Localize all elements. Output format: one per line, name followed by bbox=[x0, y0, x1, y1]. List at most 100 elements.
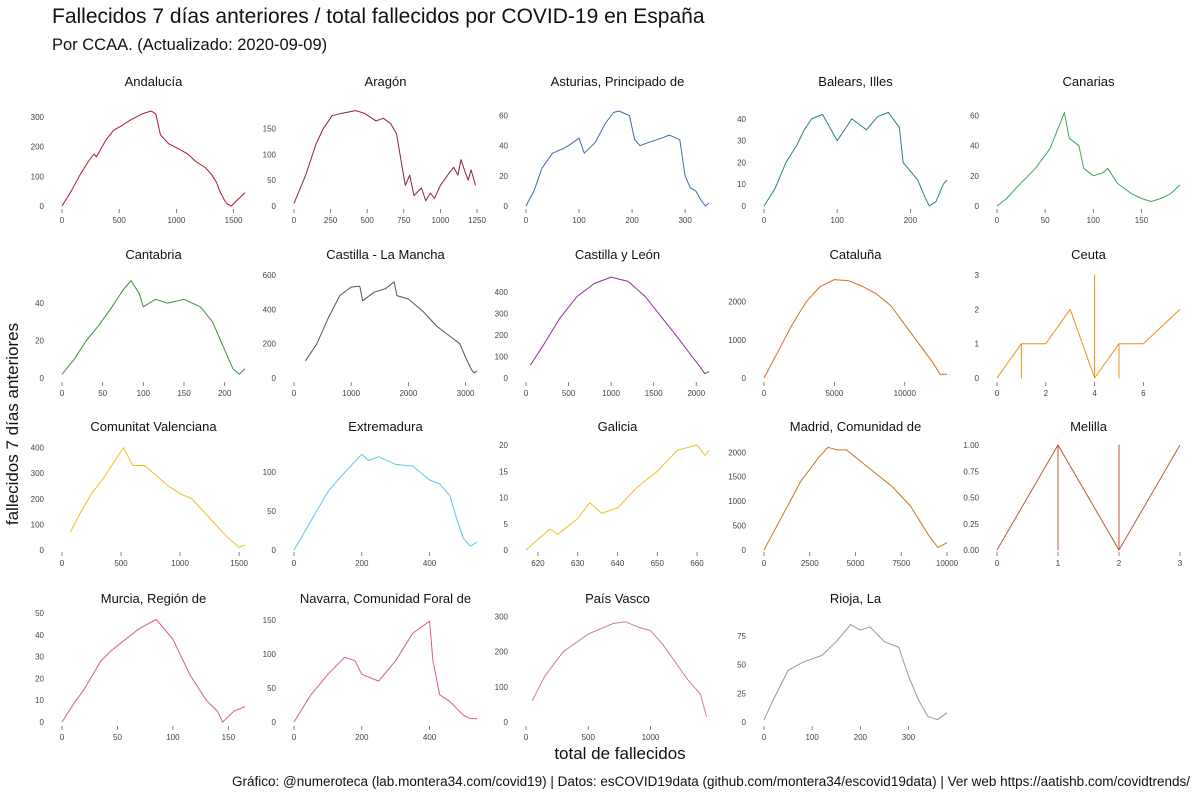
panel-canarias: Canarias 0 20 40 60 0 50 100 150 bbox=[970, 74, 1181, 225]
panel-title: País Vasco bbox=[585, 591, 650, 606]
y-tick-label: 2000 bbox=[728, 448, 746, 457]
y-tick-label: 0 bbox=[40, 718, 45, 727]
y-tick-label: 40 bbox=[737, 115, 746, 124]
x-tick-label: 200 bbox=[218, 389, 232, 398]
y-tick-label: 20 bbox=[737, 158, 746, 167]
y-tick-label: 0 bbox=[742, 546, 747, 555]
series-line bbox=[525, 444, 710, 551]
x-tick-label: 0 bbox=[60, 216, 65, 225]
series-line bbox=[61, 619, 246, 723]
series-line bbox=[763, 279, 947, 379]
x-tick-label: 1 bbox=[1056, 559, 1061, 568]
chart-subtitle: Por CCAA. (Actualizado: 2020-09-09) bbox=[52, 36, 328, 54]
y-tick-label: 400 bbox=[495, 288, 509, 297]
y-tick-label: 0 bbox=[40, 374, 45, 383]
y-tick-label: 30 bbox=[35, 653, 44, 662]
x-tick-label: 0 bbox=[524, 389, 529, 398]
panel-galicia: Galicia 0 5 10 15 20 620 630 640 650 660 bbox=[499, 419, 710, 568]
y-tick-label: 0 bbox=[742, 202, 747, 211]
y-tick-label: 25 bbox=[737, 689, 746, 698]
x-tick-label: 0 bbox=[524, 216, 529, 225]
y-tick-label: 15 bbox=[499, 467, 508, 476]
x-tick-label: 100 bbox=[572, 216, 586, 225]
x-tick-label: 640 bbox=[611, 559, 625, 568]
x-tick-label: 7500 bbox=[892, 559, 910, 568]
series-line bbox=[525, 110, 710, 207]
x-tick-label: 2000 bbox=[399, 389, 417, 398]
y-tick-label: 75 bbox=[737, 632, 746, 641]
panel-title: Navarra, Comunidad Foral de bbox=[300, 591, 471, 606]
x-tick-label: 0 bbox=[524, 733, 529, 742]
x-tick-label: 0 bbox=[762, 559, 767, 568]
x-tick-label: 1000 bbox=[432, 216, 450, 225]
panel-title: Rioja, La bbox=[830, 591, 882, 606]
x-tick-label: 2500 bbox=[801, 559, 819, 568]
x-tick-label: 300 bbox=[678, 216, 692, 225]
y-tick-label: 0 bbox=[742, 374, 747, 383]
series-line bbox=[61, 110, 246, 207]
x-tick-label: 650 bbox=[651, 559, 665, 568]
y-tick-label: 0 bbox=[40, 546, 45, 555]
y-tick-label: 10 bbox=[499, 494, 508, 503]
y-tick-label: 100 bbox=[31, 172, 45, 181]
x-axis-label: total de fallecidos bbox=[554, 744, 686, 763]
panel-andaluc-a: Andalucía 0 100 200 300 0 500 1000 1500 bbox=[31, 74, 246, 225]
series-line bbox=[763, 624, 948, 721]
y-tick-label: 200 bbox=[263, 340, 277, 349]
panel-castilla-la-mancha: Castilla - La Mancha 0 200 400 600 0 1000 2000 3… bbox=[263, 247, 478, 398]
y-tick-label: 1000 bbox=[728, 336, 746, 345]
y-tick-label: 1 bbox=[975, 340, 980, 349]
x-tick-label: 1500 bbox=[645, 389, 663, 398]
x-tick-label: 200 bbox=[854, 733, 868, 742]
y-tick-label: 300 bbox=[31, 469, 45, 478]
y-tick-label: 0 bbox=[975, 374, 980, 383]
x-tick-label: 50 bbox=[98, 389, 107, 398]
panel-murcia-regi-n-de: Murcia, Región de 0 10 20 30 40 50 0 50 100 150 bbox=[35, 591, 246, 742]
y-tick-label: 20 bbox=[35, 337, 44, 346]
x-tick-label: 10000 bbox=[894, 389, 917, 398]
panel-balears-illes: Balears, Illes 0 10 20 30 40 0 100 200 bbox=[737, 74, 948, 225]
y-tick-label: 50 bbox=[737, 661, 746, 670]
y-tick-label: 100 bbox=[495, 683, 509, 692]
panel-castilla-y-le-n: Castilla y León 0 100 200 300 400 0 500 1000 1500… bbox=[495, 247, 710, 398]
x-tick-label: 500 bbox=[361, 216, 375, 225]
y-tick-label: 0.50 bbox=[963, 494, 979, 503]
y-tick-label: 1.00 bbox=[963, 441, 979, 450]
y-tick-label: 150 bbox=[263, 125, 277, 134]
panel-melilla: Melilla 0.00 0.25 0.50 0.75 1.00 0 1 2 3 bbox=[963, 419, 1182, 568]
x-tick-label: 0 bbox=[292, 733, 297, 742]
panel-cantabria: Cantabria 0 20 40 0 50 100 150 200 bbox=[35, 247, 246, 398]
y-tick-label: 300 bbox=[495, 310, 509, 319]
panel-catalu-a: Cataluña 0 1000 2000 0 5000 10000 bbox=[728, 247, 947, 398]
x-tick-label: 500 bbox=[114, 559, 128, 568]
x-tick-label: 200 bbox=[355, 559, 369, 568]
series-line bbox=[293, 453, 478, 551]
series-line bbox=[531, 621, 707, 717]
series-line bbox=[763, 111, 948, 207]
x-tick-label: 0 bbox=[762, 389, 767, 398]
panel-title: Extremadura bbox=[348, 419, 423, 434]
y-tick-label: 300 bbox=[31, 113, 45, 122]
x-tick-label: 0 bbox=[995, 389, 1000, 398]
chart-caption: Gráfico: @numeroteca (lab.montera34.com/… bbox=[232, 774, 1190, 789]
y-tick-label: 0.25 bbox=[963, 520, 979, 529]
panel-asturias-principado-de: Asturias, Principado de 0 20 40 60 0 100 200 300 bbox=[499, 74, 710, 225]
x-tick-label: 1000 bbox=[171, 559, 189, 568]
y-tick-label: 20 bbox=[499, 441, 508, 450]
y-tick-label: 0 bbox=[272, 202, 277, 211]
y-tick-label: 20 bbox=[35, 674, 44, 683]
x-tick-label: 0 bbox=[762, 733, 767, 742]
series-line bbox=[69, 447, 246, 548]
y-tick-label: 0 bbox=[272, 374, 277, 383]
y-tick-label: 200 bbox=[31, 495, 45, 504]
y-tick-label: 30 bbox=[737, 137, 746, 146]
x-tick-label: 100 bbox=[137, 389, 151, 398]
x-tick-label: 0 bbox=[762, 216, 767, 225]
panel-pa-s-vasco: País Vasco 0 100 200 300 0 500 1000 bbox=[495, 591, 707, 742]
y-tick-label: 0 bbox=[504, 718, 509, 727]
x-tick-label: 50 bbox=[1041, 216, 1050, 225]
y-tick-label: 0 bbox=[272, 546, 277, 555]
x-tick-label: 200 bbox=[625, 216, 639, 225]
series-line bbox=[763, 446, 948, 551]
panel-title: Canarias bbox=[1062, 74, 1115, 89]
